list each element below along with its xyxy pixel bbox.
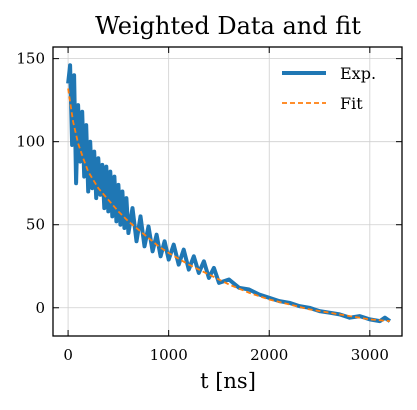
y-tick-label: 50 — [26, 216, 45, 234]
y-tick-label: 150 — [16, 50, 45, 68]
x-tick-label: 0 — [63, 346, 73, 364]
x-axis-label: t [ns] — [200, 369, 256, 393]
x-tick-label: 2000 — [250, 346, 288, 364]
legend-label-exp: Exp. — [340, 64, 376, 83]
y-tick-label: 0 — [35, 299, 45, 317]
chart-title: Weighted Data and fit — [95, 12, 361, 40]
grid — [53, 47, 402, 336]
series-layer — [66, 63, 392, 324]
x-tick-label: 1000 — [150, 346, 188, 364]
legend-label-fit: Fit — [340, 94, 363, 113]
series-line-fit — [67, 88, 390, 322]
legend: Exp. Fit — [282, 64, 376, 113]
x-tick-label: 3000 — [351, 346, 389, 364]
series-line-exp — [66, 63, 392, 324]
axis-ticks: 0 1000 2000 3000 0 50 100 150 — [16, 47, 402, 364]
y-tick-label: 100 — [16, 133, 45, 151]
plot-frame — [52, 46, 403, 337]
